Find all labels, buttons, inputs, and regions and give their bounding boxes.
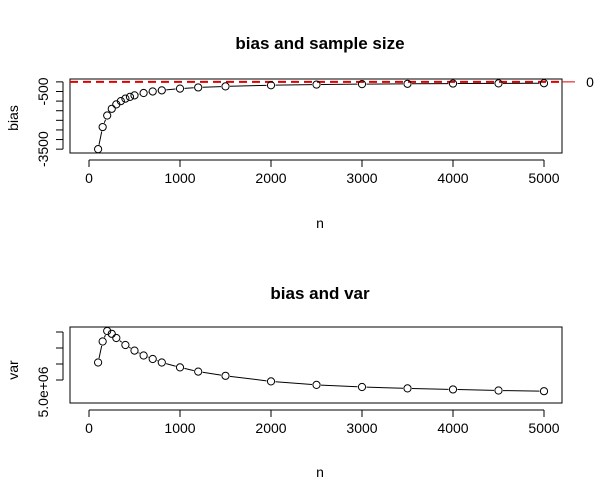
bias-chart-point [130,91,139,100]
var-chart-point [175,363,185,372]
bias-chart-x-tick-label: 1000 [164,170,195,186]
bias-chart-point [403,79,412,88]
bias-chart-point [98,122,107,132]
var-chart-x-tick-label: 2000 [255,420,286,436]
var-chart-x-tick-label: 4000 [437,420,468,436]
bias-chart-x-axis: 0 1000 2000 3000 4000 5000 [85,159,560,186]
bias-chart-connector [275,84,313,86]
bias-chart-point [107,104,116,113]
var-chart-panel: bias and var n var 0 1000 2000 3000 4000 5000… [5,284,563,480]
var-chart-point [121,340,130,350]
bias-chart-connector [166,88,176,91]
var-chart-xlabel: n [316,464,324,480]
var-chart-point [266,377,276,386]
bias-chart-point [139,88,148,98]
var-chart-connector [184,367,194,372]
var-chart-point [112,333,121,343]
bias-chart-point [121,94,130,103]
bias-chart-x-tick-label: 0 [85,170,93,186]
bias-chart-y-axis: -3500 -500 [35,77,64,167]
bias-chart-point [494,79,503,88]
bias-chart-x-tick-label: 3000 [346,170,377,186]
var-chart-x-tick-label: 0 [85,420,93,436]
bias-chart-point [357,80,367,89]
var-chart-connector [138,352,140,354]
bias-chart-reference-line: 0 [70,74,594,90]
var-chart-connector [98,345,103,359]
var-chart-x-tick-label: 5000 [528,420,559,436]
bias-chart-point [94,145,103,154]
var-chart-connector [103,334,106,338]
var-chart-point [103,326,112,336]
var-chart-ylabel: var [5,360,21,380]
bias-chart-point [103,111,112,120]
var-chart-point [148,354,157,364]
bias-chart-point [539,79,549,88]
var-chart-point [357,382,367,392]
bias-chart-connector [229,84,267,87]
var-chart-x-tick-label: 3000 [346,420,377,436]
bias-chart-x-tick-label: 2000 [255,170,286,186]
var-chart-connector [411,388,449,390]
bias-chart-point [116,97,125,106]
var-chart-point [107,329,116,338]
var-chart-connector [166,363,176,367]
bias-chart-plot-box [69,78,563,154]
bias-chart-x-tick-label: 4000 [437,170,468,186]
bias-chart-x-tick-label: 5000 [528,170,559,186]
var-chart-point [194,367,203,376]
var-chart-point [448,385,458,394]
var-chart-connector [128,346,131,349]
bias-chart-point [157,86,166,95]
var-chart-point [98,337,107,346]
var-chart-connector [457,389,495,391]
bias-chart-panel: bias and sample size n bias 0 1000 2000 300… [5,34,594,231]
var-chart-point [157,358,166,367]
bias-chart-point [312,80,321,89]
var-chart-plot-box [69,326,563,404]
bias-chart-points [94,79,549,154]
var-chart-points [94,326,549,396]
bias-chart-connector [202,86,222,88]
var-chart-connector [119,340,123,343]
var-chart-y-tick-label: 5.0e+06 [35,366,51,417]
var-chart-y-axis: 5.0e+06 [35,331,64,418]
var-chart-connector [229,375,267,382]
var-chart-title: bias and var [270,284,370,303]
bias-chart-connector [184,87,194,89]
var-chart-point [403,384,412,393]
bias-chart-title: bias and sample size [235,34,404,53]
var-chart-point [94,358,103,367]
var-chart-connector [320,384,358,388]
var-chart-point [494,386,503,395]
bias-chart-connector [103,119,107,124]
var-chart-connector [275,381,313,386]
bias-chart-connector [98,131,103,145]
bias-chart-ylabel: bias [5,105,21,131]
var-chart-point [221,371,230,380]
var-chart-point [539,387,549,396]
bias-chart-y-tick-label: -3500 [35,131,51,167]
var-chart-connector [202,371,222,376]
var-chart-point [139,351,148,360]
bias-chart-point [148,87,157,96]
bias-chart-xlabel: n [316,215,324,231]
bias-chart-zero-label: 0 [586,74,594,90]
var-chart-connector [502,390,540,392]
bias-chart-point [125,92,135,101]
bias-chart-point [194,83,203,92]
bias-chart-point [266,81,276,90]
var-chart-x-axis: 0 1000 2000 3000 4000 5000 [85,409,560,436]
bias-chart-point [175,84,185,93]
var-chart-x-tick-label: 1000 [164,420,195,436]
var-chart-point [312,380,321,389]
bias-chart-y-tick-label: -500 [35,77,51,105]
var-chart-connector [366,386,404,389]
var-chart-point [130,346,139,355]
bias-chart-point [221,82,230,91]
bias-chart-point [448,79,458,88]
